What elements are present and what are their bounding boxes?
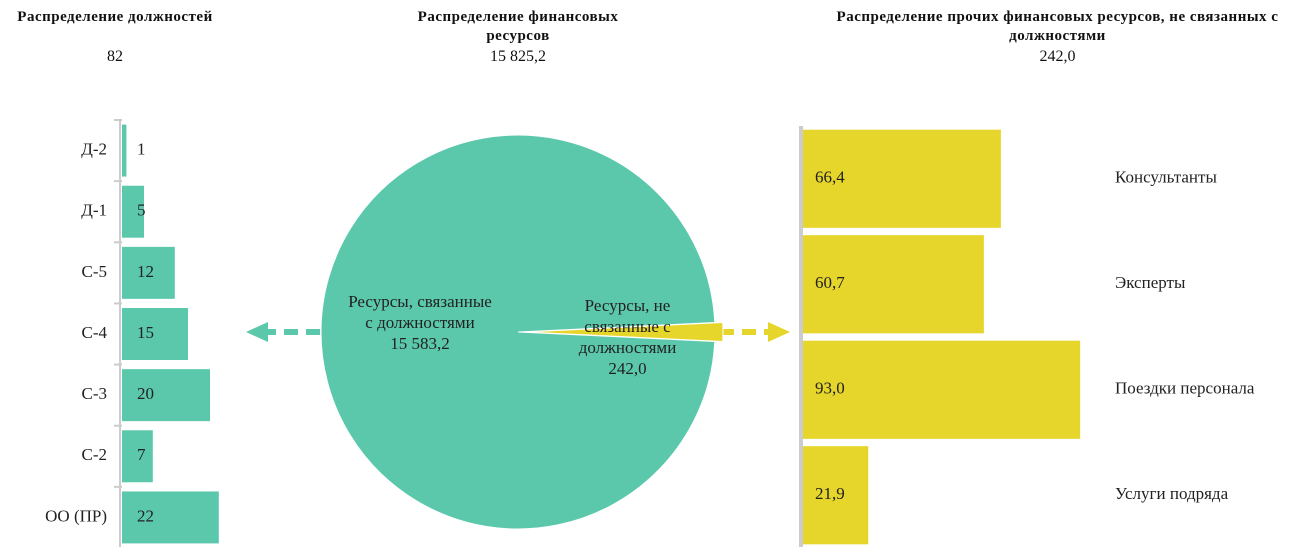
bar	[803, 446, 869, 545]
chart-subtitle: 15 825,2	[490, 48, 546, 65]
value-label: 15	[137, 323, 154, 342]
category-label: Консультанты	[1115, 168, 1217, 187]
category-label: Эксперты	[1115, 273, 1186, 292]
arrow-right	[720, 322, 790, 342]
category-label: Д-2	[81, 139, 107, 158]
pie-label-text: Ресурсы, связанные с должностями	[348, 292, 492, 332]
category-label: Д-1	[81, 201, 107, 220]
category-label: Услуги подряда	[1115, 484, 1229, 503]
chart-title: Распределение финансовых ресурсов	[417, 9, 619, 44]
arrow-left	[246, 322, 320, 342]
bar	[122, 491, 219, 544]
category-label: С-2	[82, 445, 108, 464]
value-label: 60,7	[815, 273, 845, 292]
category-label: ОО (ПР)	[45, 506, 107, 525]
category-label: С-3	[82, 384, 108, 403]
pie-label-text: Ресурсы, не связанные с должностями	[578, 296, 677, 357]
pie-slice	[525, 322, 724, 342]
pie-label: Ресурсы, связанные с должностями 15 583,…	[345, 291, 495, 354]
value-label: 21,9	[815, 484, 845, 503]
value-label: 5	[137, 201, 146, 220]
category-label: С-4	[82, 323, 108, 342]
chart-subtitle: 242,0	[1039, 48, 1076, 65]
chart-title: Распределение прочих финансовых ресурсов…	[836, 9, 1279, 44]
chart-title: Распределение должностей	[17, 9, 213, 25]
pie-value-label: 15 583,2	[390, 334, 450, 353]
category-label: С-5	[82, 262, 108, 281]
value-label: 1	[137, 139, 146, 158]
bar	[803, 129, 1001, 228]
value-label: 22	[137, 506, 154, 525]
pie-value-label: 242,0	[608, 359, 647, 378]
bar	[122, 308, 188, 360]
category-label: Поездки персонала	[1115, 379, 1255, 398]
value-label: 93,0	[815, 379, 845, 398]
bar	[122, 430, 153, 483]
pie-label: Ресурсы, не связанные с должностями 242,…	[560, 295, 695, 379]
bar	[803, 235, 984, 334]
pie-slice	[320, 134, 716, 530]
value-label: 7	[137, 445, 146, 464]
bar	[122, 185, 144, 238]
chart-subtitle: 82	[107, 48, 123, 65]
bar	[122, 246, 175, 299]
bar	[122, 124, 127, 177]
value-label: 12	[137, 262, 154, 281]
value-label: 20	[137, 384, 154, 403]
value-label: 66,4	[815, 168, 845, 187]
bar	[122, 369, 210, 422]
bar	[803, 340, 1081, 439]
